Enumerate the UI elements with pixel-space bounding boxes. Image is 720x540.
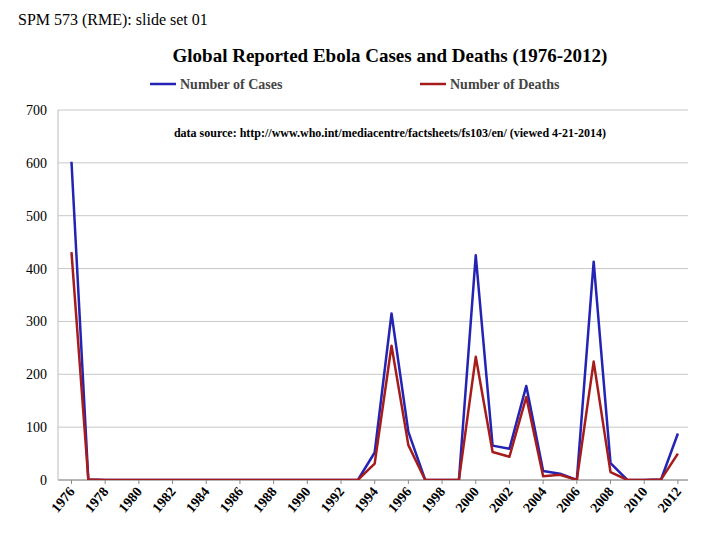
- x-tick-label: 1998: [419, 484, 448, 515]
- series-line: [71, 252, 677, 480]
- x-tick: [543, 480, 544, 484]
- x-tick: [374, 480, 375, 484]
- x-tick: [172, 480, 173, 484]
- x-tick-label: 2006: [554, 484, 583, 515]
- x-tick: [138, 480, 139, 484]
- x-tick-label: 2004: [520, 484, 549, 515]
- x-tick-label: 2012: [655, 484, 684, 515]
- x-tick-label: 2000: [453, 484, 482, 515]
- x-tick: [408, 480, 409, 484]
- x-tick-label: 1996: [385, 484, 414, 515]
- y-tick-label: 0: [40, 473, 47, 488]
- x-tick: [307, 480, 308, 484]
- x-tick: [677, 480, 678, 484]
- y-tick-label: 100: [26, 420, 47, 435]
- y-axis: [58, 110, 59, 480]
- x-tick: [206, 480, 207, 484]
- y-tick-label: 300: [26, 314, 47, 329]
- grid-line: [58, 110, 688, 111]
- x-tick: [610, 480, 611, 484]
- x-tick-label: 1992: [318, 484, 347, 515]
- x-tick: [509, 480, 510, 484]
- y-tick-label: 200: [26, 367, 47, 382]
- annotation: data source: http://www.who.int/mediacen…: [174, 126, 606, 140]
- grid-line: [58, 162, 688, 163]
- grid-line: [58, 374, 688, 375]
- x-tick: [442, 480, 443, 484]
- grid-line: [58, 427, 688, 428]
- x-tick: [576, 480, 577, 484]
- series-line: [71, 162, 677, 480]
- legend-swatch: [150, 83, 176, 86]
- plot-area: [71, 162, 677, 480]
- chart: SPM 573 (RME): slide set 01 Global Report…: [0, 0, 720, 540]
- slide-header: SPM 573 (RME): slide set 01: [18, 11, 208, 29]
- x-tick: [239, 480, 240, 484]
- x-tick-label: 1986: [217, 484, 246, 515]
- x-tick-label: 1980: [116, 484, 145, 515]
- x-tick-label: 1988: [250, 484, 279, 515]
- x-tick: [273, 480, 274, 484]
- x-tick-label: 1990: [284, 484, 313, 515]
- title: Global Reported Ebola Cases and Deaths (…: [173, 45, 608, 67]
- x-tick: [71, 480, 72, 484]
- grid-line: [58, 215, 688, 216]
- grid-line: [58, 321, 688, 322]
- legend-label: Number of Cases: [180, 77, 283, 92]
- y-tick-label: 600: [26, 156, 47, 171]
- x-tick-label: 2010: [621, 484, 650, 515]
- x-tick-label: 1994: [351, 484, 380, 515]
- y-tick-label: 700: [26, 103, 47, 118]
- x-tick-label: 2008: [587, 484, 616, 515]
- legend-swatch: [420, 83, 446, 86]
- x-tick: [340, 480, 341, 484]
- x-tick-label: 1978: [82, 484, 111, 515]
- x-tick: [105, 480, 106, 484]
- x-tick-label: 1976: [48, 484, 77, 515]
- x-tick: [644, 480, 645, 484]
- x-tick-label: 1982: [149, 484, 178, 515]
- y-tick-label: 500: [26, 209, 47, 224]
- x-tick-label: 1984: [183, 484, 212, 515]
- x-tick-label: 2002: [486, 484, 515, 515]
- legend-label: Number of Deaths: [450, 77, 560, 92]
- y-tick-label: 400: [26, 262, 47, 277]
- x-tick: [475, 480, 476, 484]
